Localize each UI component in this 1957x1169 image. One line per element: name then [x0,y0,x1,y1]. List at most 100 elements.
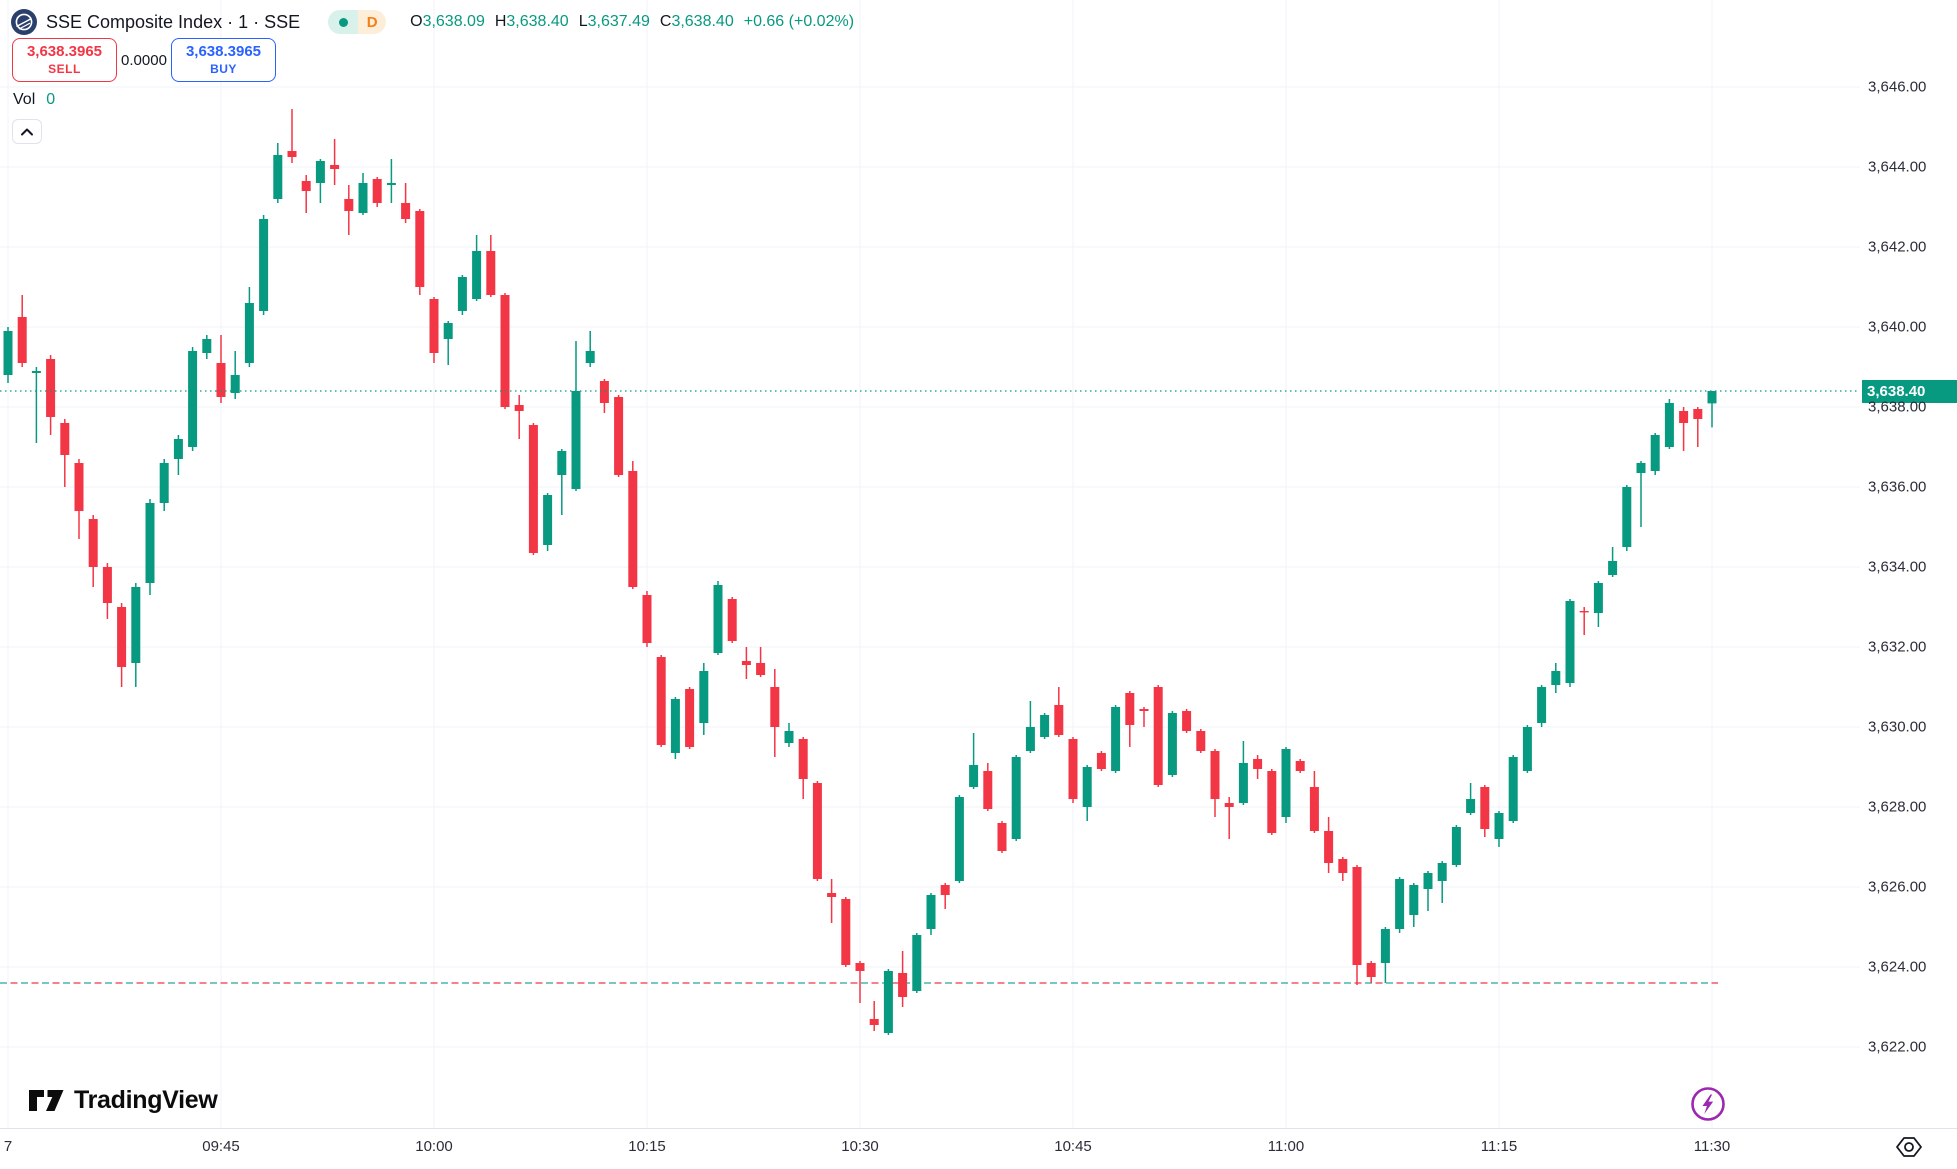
spread-value: 0.0000 [121,51,167,69]
candle-body [1167,713,1177,775]
time-axis-label: 09:45 [202,1138,240,1155]
candle-body [599,381,609,403]
candle-body [401,203,411,219]
price-axis-label: 3,632.00 [1868,638,1927,656]
candle-body [1423,873,1433,889]
candle-body [1238,763,1248,803]
ohlc-readout: O3,638.09 H3,638.40 L3,637.49 C3,638.40 … [410,13,854,31]
candle-body [358,183,368,213]
candle-body [159,463,169,503]
candle-body [273,155,283,199]
candle-body [1679,411,1689,423]
tradingview-logo-text: TradingView [74,1086,218,1114]
volume-indicator[interactable]: Vol 0 [13,91,55,109]
candle-body [528,425,538,553]
candle-body [31,371,41,373]
market-open-dot-icon [328,10,359,34]
price-axis[interactable]: 3,638.40 3,646.00 3,644.00 3,642.00 3,640.0… [1862,0,1957,1128]
candle-body [741,661,751,665]
time-axis[interactable]: 7 09:45 10:00 10:15 10:30 10:45 11:00 11:15 11:3… [0,1128,1957,1169]
candle-body [500,295,510,407]
candle-body [429,299,439,353]
candle-body [1650,435,1660,471]
price-axis-label: 3,626.00 [1868,878,1927,896]
candle-body [869,1019,879,1025]
candle-body [60,423,70,455]
buy-button[interactable]: 3,638.3965 BUY [171,38,276,82]
candle-body [88,519,98,567]
candle-body [1508,757,1518,821]
candle-body [713,585,723,653]
tradingview-branding[interactable]: TradingView [28,1086,218,1115]
candle-body [188,351,198,447]
sell-button[interactable]: 3,638.3965 SELL [12,38,117,82]
change-value: +0.66 (+0.02%) [743,13,855,30]
buy-label: BUY [210,62,237,77]
candle-body [1267,771,1277,833]
candle-body [1182,711,1192,731]
time-axis-label: 7 [3,1138,13,1155]
candle-body [74,463,84,511]
candle-body [1693,409,1703,419]
candle-body [216,363,226,397]
time-axis-label: 10:00 [415,1138,453,1155]
pane-collapse-button[interactable] [12,119,42,144]
candle-body [514,405,524,411]
price-axis-label: 3,644.00 [1868,158,1927,176]
candle-body [1494,813,1504,839]
price-axis-label: 3,622.00 [1868,1038,1927,1056]
candle-body [585,351,595,363]
candle-body [954,797,964,881]
candle-body [1068,739,1078,799]
candle-body [1040,715,1050,737]
candle-body [543,495,553,545]
tradingview-logo-icon [28,1089,65,1112]
candle-body [3,331,13,375]
market-status-pill[interactable]: D [328,10,387,34]
candle-body [330,165,340,169]
candle-body [1608,561,1618,575]
candle-body [1451,827,1461,865]
candle-body [1196,731,1206,751]
symbol-title[interactable]: SSE Composite Index · 1 · SSE [46,11,301,32]
candle-body [117,607,127,667]
candle-body [259,219,269,311]
candle-body [344,199,354,211]
price-axis-label: 3,634.00 [1868,558,1927,576]
lightning-icon[interactable] [1689,1085,1727,1123]
time-axis-label: 11:00 [1267,1138,1305,1155]
candle-body [17,317,27,363]
candle-body [102,567,112,603]
sse-logo-icon [10,8,38,36]
price-axis-label: 3,642.00 [1868,238,1927,256]
candle-body [457,277,467,311]
candle-body [656,657,666,745]
candle-body [1153,687,1163,785]
eye-icon[interactable] [1893,1133,1925,1161]
sell-label: SELL [48,62,81,77]
candle-body [1409,885,1419,915]
price-axis-label: 3,630.00 [1868,718,1927,736]
time-axis-label: 11:15 [1480,1138,1518,1155]
trade-panel: 3,638.3965 SELL 0.0000 3,638.3965 BUY [12,38,276,82]
open-value: 3,638.09 [422,13,485,30]
candle-body [173,439,183,459]
candle-body [1125,693,1135,725]
candle-body [230,375,240,393]
candle-body [1466,799,1476,813]
candle-body [827,893,837,897]
candle-body [926,895,936,929]
candle-body [1253,759,1263,769]
open-label: O [410,13,423,30]
candle-body [557,451,567,475]
candle-body [670,699,680,753]
candle-body [685,689,695,747]
candle-body [1281,749,1291,817]
candle-body [46,359,56,417]
candle-body [1579,611,1589,613]
candle-body [983,771,993,809]
candle-body [1011,757,1021,839]
candle-body [855,963,865,971]
candle-body [1096,753,1106,769]
